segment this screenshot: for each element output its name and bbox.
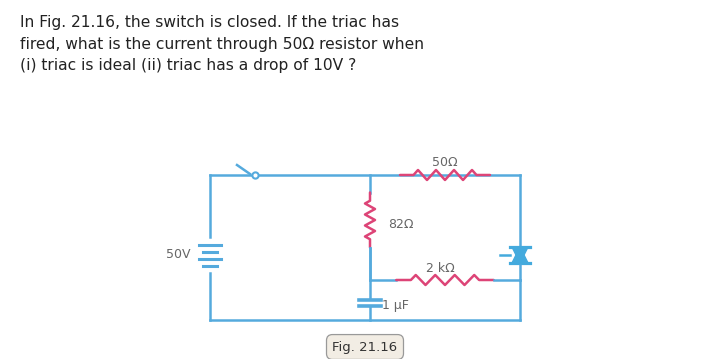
Text: 1 μF: 1 μF xyxy=(382,298,409,312)
Polygon shape xyxy=(512,247,528,263)
Text: 2 kΩ: 2 kΩ xyxy=(426,261,454,275)
Text: In Fig. 21.16, the switch is closed. If the triac has
fired, what is the current: In Fig. 21.16, the switch is closed. If … xyxy=(20,15,424,73)
Text: 50Ω: 50Ω xyxy=(432,155,458,168)
Text: Fig. 21.16: Fig. 21.16 xyxy=(333,340,397,354)
Text: 50V: 50V xyxy=(166,248,190,261)
Polygon shape xyxy=(512,247,528,263)
Text: 82Ω: 82Ω xyxy=(388,219,413,232)
